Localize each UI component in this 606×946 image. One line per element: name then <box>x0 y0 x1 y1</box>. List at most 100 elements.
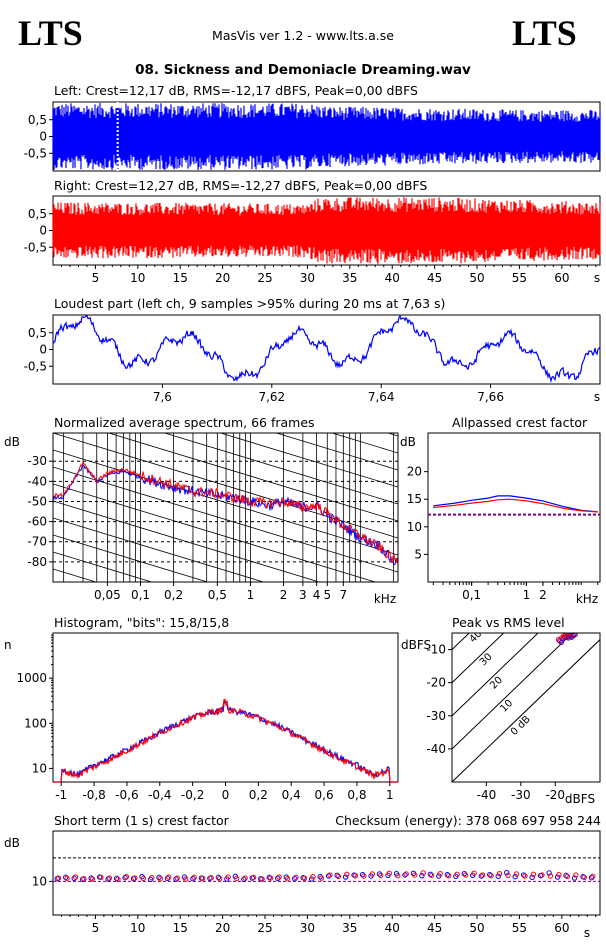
stc-point-left-6 <box>105 876 111 882</box>
shortcrest-panel-title: Short term (1 s) crest factor <box>54 813 230 828</box>
stc-point-left-56 <box>529 874 535 881</box>
spectrum-slope-13 <box>53 483 377 582</box>
pvr-point-r-6 <box>569 633 576 638</box>
stc-xtick-7-label: 40 <box>385 921 400 935</box>
stc-point-right-0 <box>55 875 62 881</box>
histogram-xtick-10-label: 1 <box>386 788 394 802</box>
right-waveform-plot: 0,5 0 -0,5 5 10 15 20 25 30 35 40 45 50 55 60 s <box>24 195 601 285</box>
spectrum-slope-14 <box>53 500 321 582</box>
histogram-series-left <box>53 700 398 783</box>
stc-ylabel: dB <box>4 836 20 850</box>
right-waveform-xtick-5-label: 30 <box>300 271 315 285</box>
stc-point-right-62 <box>581 874 588 881</box>
stc-point-left-12 <box>156 874 162 881</box>
right-waveform-ytick-2-label: -0,5 <box>24 240 47 254</box>
spectrum-ytick-5-label: -80 <box>27 555 47 569</box>
spectrum-ytick-2-label: -50 <box>27 494 47 508</box>
stc-xtick-10-label: 55 <box>512 921 527 935</box>
histogram-xtick-9-label: 0,8 <box>347 788 366 802</box>
stc-xtick-5-label: 30 <box>300 921 315 935</box>
pvr-point-l-8 <box>558 639 565 645</box>
stc-point-left-1 <box>63 874 69 881</box>
stc-point-right-45 <box>437 870 443 877</box>
peakrms-panel-title: Peak vs RMS level <box>452 615 565 630</box>
histogram-ylabel: n <box>4 638 12 652</box>
spectrum-slope-12 <box>53 466 398 573</box>
histogram-xtick-5-label: 0 <box>222 788 230 802</box>
pvr-xtick-1-label: -30 <box>511 788 531 802</box>
stc-point-right-2 <box>72 874 79 880</box>
stc-point-right-24 <box>259 876 265 882</box>
histogram-xtick-6-label: 0,2 <box>249 788 268 802</box>
left-waveform-trace <box>52 103 601 170</box>
right-waveform-xtick-0-label: 5 <box>92 271 100 285</box>
histogram-xtick-7-label: 0,4 <box>282 788 301 802</box>
stc-point-right-22 <box>242 875 248 881</box>
stc-xtick-1-label: 10 <box>130 921 145 935</box>
spectrum-slope-9 <box>107 433 398 522</box>
stc-xtick-11-label: 60 <box>554 921 569 935</box>
right-waveform-xunit: s <box>594 271 600 285</box>
stc-xtick-8-label: 45 <box>427 921 442 935</box>
spectrum-slope-7 <box>219 433 398 488</box>
stc-point-right-27 <box>284 876 291 882</box>
histogram-xtick-1-label: -0,8 <box>82 788 105 802</box>
stc-point-right-16 <box>191 874 197 881</box>
stc-point-right-38 <box>378 872 384 879</box>
histogram-panel-title: Histogram, "bits": 15,8/15,8 <box>54 615 229 630</box>
spectrum-plot: dB -30 -40 -50 -60 -70 -80 0,05 0,1 0,2 0,5 1 2 3 4 5 7 k… <box>4 432 399 725</box>
spectrum-slope-21 <box>53 620 398 725</box>
stc-point-right-37 <box>369 871 375 877</box>
stc-point-right-14 <box>174 875 180 881</box>
stc-ytick-0-label: 10 <box>32 874 47 888</box>
pvr-xtick-2-label: -20 <box>545 788 565 802</box>
allpass-ytick-3-label: 5 <box>414 547 422 561</box>
stc-point-right-55 <box>522 873 528 879</box>
spectrum-xtick-6-label: 3 <box>299 588 307 602</box>
pvr-frame <box>451 632 601 783</box>
spectrum-xtick-0-label: 0,05 <box>94 588 121 602</box>
histogram-xtick-8-label: 0,6 <box>315 788 334 802</box>
pvr-ylabel: dBFS <box>401 638 431 652</box>
loudest-xunit: s <box>594 390 600 404</box>
stc-xunit: s <box>584 926 590 940</box>
loudest-trace <box>52 314 601 384</box>
allpass-frame <box>427 432 601 583</box>
loudest-part-plot: 0,5 0 -0,5 7,6 7,62 7,64 7,66 s <box>24 314 601 404</box>
stc-point-right-15 <box>183 876 189 882</box>
stc-point-left-44 <box>427 871 434 878</box>
loudest-panel-title: Loudest part (left ch, 9 samples >95% du… <box>54 296 445 311</box>
histogram-ytick-1-label: 100 <box>24 716 47 730</box>
stc-point-right-4 <box>89 876 96 882</box>
stc-point-right-3 <box>81 876 87 882</box>
stc-point-left-26 <box>275 875 281 882</box>
checksum-label: Checksum (energy): 378 068 697 958 244 <box>335 813 601 828</box>
allpass-series-right <box>433 498 598 513</box>
pvr-crest-label-0: 40 <box>468 628 485 645</box>
stc-point-left-4 <box>88 875 94 881</box>
right-waveform-xtick-11-label: 60 <box>554 271 569 285</box>
spectrum-inner <box>53 433 398 725</box>
left-waveform-ytick-1-label: 0 <box>39 130 47 144</box>
stc-point-right-30 <box>310 873 316 880</box>
allpassed-crest-plot: dB 20 15 10 5 0,1 1 2 kHz <box>400 432 601 606</box>
pvr-crest-line-3 <box>452 633 574 750</box>
stc-point-right-63 <box>590 873 596 880</box>
stc-point-right-17 <box>199 875 206 882</box>
spectrum-xtick-8-label: 5 <box>323 588 331 602</box>
pvr-point-r-9 <box>571 633 578 637</box>
spectrum-slope-16 <box>53 534 209 582</box>
logo-right: LTS <box>512 13 577 53</box>
stc-point-left-13 <box>164 875 171 882</box>
stc-point-left-41 <box>402 872 408 878</box>
stc-point-left-32 <box>325 873 332 879</box>
stc-point-left-28 <box>291 876 298 882</box>
left-waveform-ytick-2-label: -0,5 <box>24 146 47 160</box>
allpass-xtick-0-label: 0,1 <box>462 588 481 602</box>
stc-xtick-3-label: 20 <box>215 921 230 935</box>
loudest-xtick-2-label: 7,64 <box>368 390 395 404</box>
stc-point-left-48 <box>461 870 468 877</box>
histogram-xtick-0-label: -1 <box>55 788 67 802</box>
pvr-ytick-3-label: -40 <box>426 742 446 756</box>
stc-point-right-21 <box>233 875 240 882</box>
